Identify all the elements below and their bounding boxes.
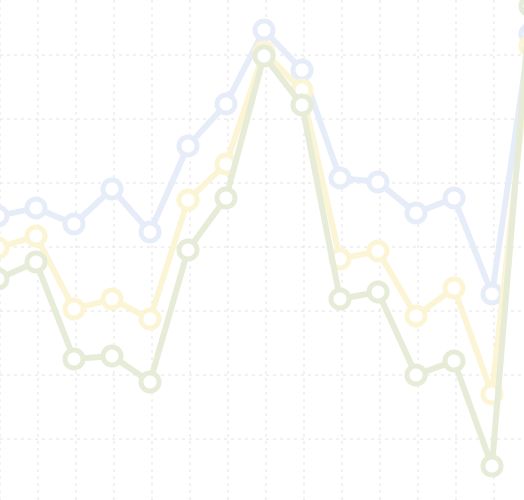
series-1-point	[100, 177, 124, 201]
series-1-point	[328, 166, 352, 190]
series-2-point	[176, 188, 200, 212]
series-1-point	[480, 282, 504, 306]
series-3-point	[328, 287, 352, 311]
series-2-point	[366, 239, 390, 263]
series-3-point	[252, 44, 276, 68]
series-1-point	[24, 196, 48, 220]
series-2-point	[138, 307, 162, 331]
series-3-point	[0, 267, 10, 291]
series-3-point	[62, 347, 86, 371]
series-3-point	[442, 349, 466, 373]
series-2-point	[0, 236, 10, 260]
series-1	[0, 18, 524, 306]
plot-area	[0, 0, 524, 478]
series-1-point	[404, 201, 428, 225]
series-3	[0, 0, 524, 478]
series-1-point	[62, 212, 86, 236]
series-1-point	[252, 18, 276, 42]
series-2-point	[518, 36, 524, 56]
series-3-line	[0, 42, 524, 469]
series-3-point	[518, 0, 524, 16]
series-1-point	[138, 220, 162, 244]
series-1-point	[442, 186, 466, 210]
series-3-point	[480, 454, 504, 478]
series-2-point	[404, 304, 428, 328]
series-1-point	[366, 170, 390, 194]
series-1-point	[0, 204, 10, 228]
series-1-point	[214, 92, 238, 116]
series-3-point	[404, 363, 428, 387]
series-3-point	[214, 186, 238, 210]
series-1-point	[290, 58, 314, 82]
series-2-point	[100, 287, 124, 311]
series-3-point	[24, 250, 48, 274]
series-3-point	[290, 93, 314, 117]
series-3-point	[138, 370, 162, 394]
series-3-point	[176, 238, 200, 262]
series-2-point	[62, 297, 86, 321]
series-2-point	[24, 224, 48, 248]
series-3-point	[100, 344, 124, 368]
series-2-point	[442, 276, 466, 300]
series-1-point	[176, 134, 200, 158]
series-3-point	[366, 280, 390, 304]
